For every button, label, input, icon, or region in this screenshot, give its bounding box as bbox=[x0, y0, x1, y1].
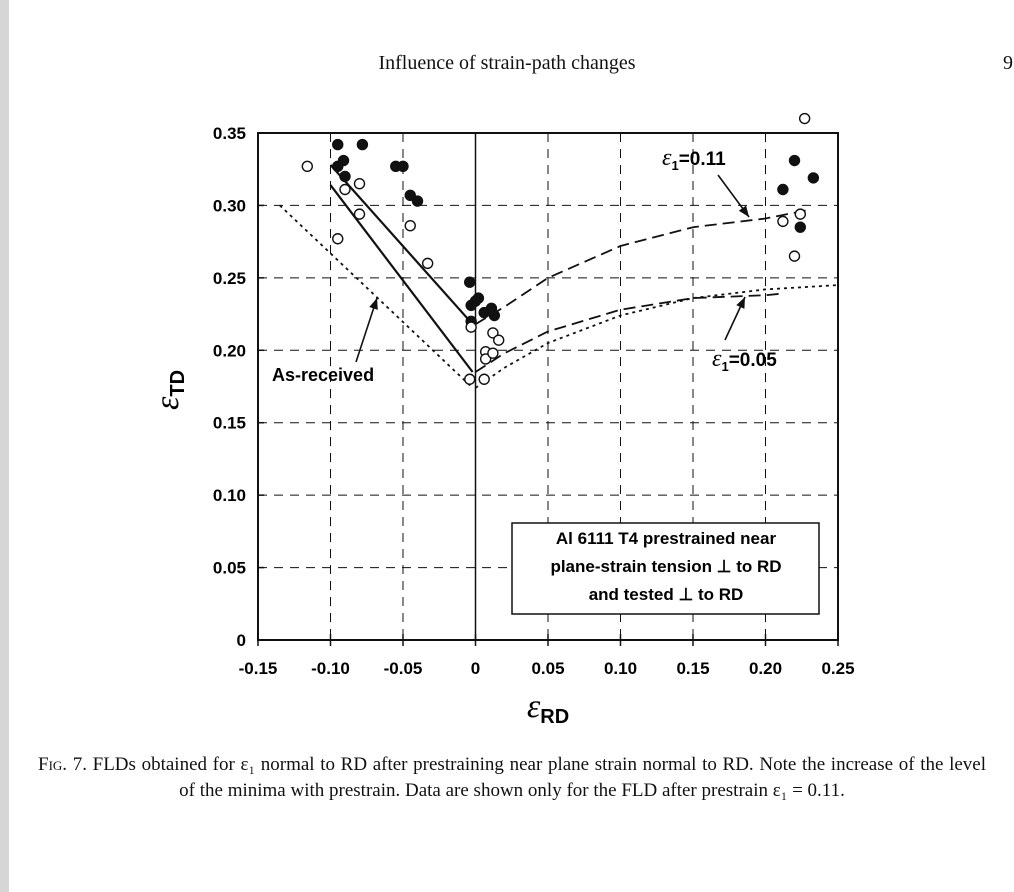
data-point-filled bbox=[337, 154, 350, 167]
y-tick-label: 0.20 bbox=[213, 341, 246, 360]
data-point-filled bbox=[472, 292, 485, 304]
legend-line-2: plane-strain tension ⊥ to RD bbox=[550, 557, 781, 576]
legend-line-1: Al 6111 T4 prestrained near bbox=[556, 529, 777, 548]
annotations bbox=[355, 174, 750, 363]
data-point-open bbox=[339, 183, 351, 196]
data-point-open bbox=[464, 373, 476, 385]
eps011-label: ε1=0.11 bbox=[662, 145, 726, 173]
y-tick-label: 0.35 bbox=[213, 124, 246, 143]
fld-chart: -0.15 -0.10 -0.05 0 0.05 0.10 0.15 0.20 0.25 0 0.0… bbox=[149, 112, 855, 728]
y-tick-label: 0.25 bbox=[213, 269, 246, 288]
as-received-arrow bbox=[355, 297, 378, 363]
data-point-open bbox=[404, 220, 416, 232]
x-tick-label: 0.25 bbox=[821, 659, 854, 678]
eps005-value: =0.05 bbox=[729, 350, 778, 371]
y-axis-label: εTD bbox=[149, 370, 189, 410]
data-point-filled bbox=[356, 138, 369, 151]
fld-curve bbox=[279, 204, 474, 389]
y-axis-label-symbol: ε bbox=[149, 396, 186, 410]
x-tick-label: 0.10 bbox=[604, 659, 637, 678]
data-point-filled bbox=[794, 221, 806, 233]
data-point-filled bbox=[464, 276, 476, 288]
data-point-open bbox=[479, 353, 492, 365]
x-tick-label: 0 bbox=[471, 659, 480, 678]
data-point-filled bbox=[777, 183, 789, 196]
points bbox=[301, 112, 820, 385]
data-point-open bbox=[493, 334, 505, 346]
y-tick-label: 0.15 bbox=[213, 414, 246, 433]
data-point-filled bbox=[339, 170, 351, 183]
eps011-arrow-head bbox=[738, 205, 749, 217]
x-axis-label-sub: RD bbox=[540, 706, 569, 728]
running-head: Influence of strain-path changes bbox=[378, 52, 636, 74]
eps011-symbol: ε bbox=[662, 145, 672, 171]
data-point-open bbox=[353, 177, 366, 190]
fld-curve bbox=[329, 184, 474, 373]
caption-text: FLDs obtained for ε₁ normal to RD after … bbox=[92, 754, 986, 801]
as-received-label: As-received bbox=[272, 365, 374, 385]
x-tick-label: -0.15 bbox=[239, 659, 278, 678]
x-axis-label-symbol: ε bbox=[527, 688, 541, 725]
y-tick-label: 0.10 bbox=[213, 486, 246, 505]
data-point-open bbox=[794, 208, 806, 220]
data-point-open bbox=[332, 233, 344, 245]
data-point-open bbox=[788, 250, 801, 262]
data-point-open bbox=[478, 373, 490, 385]
data-point-filled bbox=[404, 189, 416, 201]
as-received-arrow-head bbox=[369, 298, 378, 310]
caption-fig-label: Fig. 7. bbox=[38, 754, 87, 775]
y-tick-label: 0.05 bbox=[213, 559, 246, 578]
data-point-filled bbox=[488, 309, 501, 322]
curves bbox=[279, 164, 839, 389]
eps005-symbol: ε bbox=[712, 346, 722, 372]
y-tick-label: 0.30 bbox=[213, 196, 246, 215]
legend-box bbox=[511, 522, 820, 615]
eps005-sub: 1 bbox=[721, 359, 728, 374]
eps005-arrow-head bbox=[736, 297, 745, 309]
x-tick-label: 0.15 bbox=[676, 659, 709, 678]
data-point-open bbox=[798, 112, 811, 125]
y-axis-label-sub: TD bbox=[167, 370, 189, 397]
data-point-filled bbox=[397, 160, 409, 173]
data-point-filled bbox=[332, 138, 344, 151]
data-point-open bbox=[777, 215, 789, 228]
x-tick-label: 0.05 bbox=[531, 659, 564, 678]
data-point-filled bbox=[411, 195, 424, 207]
x-tick-label: -0.10 bbox=[311, 659, 350, 678]
fld-curve bbox=[474, 284, 839, 389]
page-number: 9 bbox=[1003, 52, 1013, 74]
data-point-open bbox=[487, 347, 499, 359]
fld-curve bbox=[329, 164, 474, 325]
x-tick-label: 0.20 bbox=[749, 659, 782, 678]
x-axis-label: εRD bbox=[527, 688, 569, 728]
data-point-open bbox=[465, 321, 477, 333]
fld-curve bbox=[475, 208, 810, 325]
y-tick-label: 0 bbox=[237, 631, 246, 650]
ticks: -0.15 -0.10 -0.05 0 0.05 0.10 0.15 0.20 0.25 0 0.0… bbox=[213, 124, 855, 678]
data-point-open bbox=[301, 160, 313, 173]
eps011-value: =0.11 bbox=[679, 149, 726, 170]
data-point-filled bbox=[788, 154, 801, 167]
x-tick-label: -0.05 bbox=[384, 659, 423, 678]
eps011-sub: 1 bbox=[671, 158, 678, 173]
data-point-open bbox=[421, 257, 434, 270]
data-point-open bbox=[487, 327, 499, 339]
data-point-open bbox=[353, 208, 366, 220]
eps005-label: ε1=0.05 bbox=[712, 346, 777, 374]
scan-margin-bar bbox=[0, 0, 9, 892]
legend-line-3: and tested ⊥ to RD bbox=[589, 585, 744, 604]
data-point-filled bbox=[807, 172, 820, 184]
figure-caption: Fig. 7. FLDs obtained for ε₁ normal to R… bbox=[38, 752, 986, 804]
